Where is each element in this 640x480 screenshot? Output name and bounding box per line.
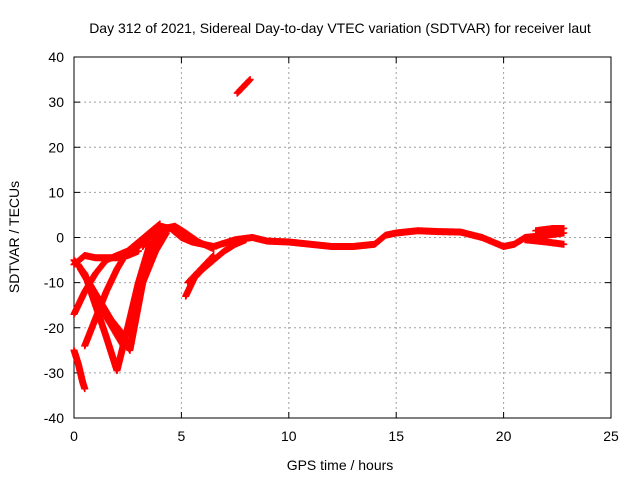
- data-point: [560, 224, 568, 232]
- data-point: [210, 252, 218, 260]
- x-tick-label: 5: [178, 428, 186, 444]
- data-point: [124, 337, 132, 345]
- series-rise-h: [184, 252, 218, 287]
- data-point: [156, 220, 164, 228]
- y-tick-label: -30: [44, 365, 64, 381]
- y-tick-label: -40: [44, 410, 64, 426]
- series-tail-spread-b: [532, 224, 568, 235]
- data-point: [123, 338, 131, 346]
- series-rise-f: [130, 224, 173, 314]
- series-dip-b: [70, 229, 164, 375]
- points-layer: [70, 76, 568, 393]
- x-tick-label: 25: [603, 428, 619, 444]
- ticks-layer: 0 5 10 15 20 25 -40 -30 -20 -10 0 10 20 30 40: [44, 49, 619, 444]
- series-rise-c: [81, 220, 164, 350]
- data-point: [245, 76, 253, 84]
- chart-title: Day 312 of 2021, Sidereal Day-to-day VTE…: [89, 20, 591, 36]
- data-point: [164, 225, 172, 233]
- y-tick-label: 0: [56, 230, 64, 246]
- y-tick-label: 10: [48, 184, 64, 200]
- data-point: [81, 385, 89, 393]
- data-point: [165, 224, 173, 232]
- data-point: [242, 236, 250, 244]
- data-point: [560, 240, 568, 248]
- y-tick-label: -20: [44, 320, 64, 336]
- data-point: [210, 245, 218, 253]
- x-tick-label: 20: [496, 428, 512, 444]
- y-tick-label: 30: [48, 94, 64, 110]
- series-high-segment: [233, 76, 254, 97]
- y-tick-label: -10: [44, 275, 64, 291]
- series-dip-e: [76, 265, 132, 350]
- x-tick-label: 0: [70, 428, 78, 444]
- x-axis-label: GPS time / hours: [287, 457, 394, 473]
- y-tick-label: 20: [48, 139, 64, 155]
- data-point: [209, 252, 217, 260]
- y-tick-label: 40: [48, 49, 64, 65]
- data-point: [246, 76, 254, 84]
- x-tick-label: 10: [281, 428, 297, 444]
- series-tail-spread-a: [521, 236, 568, 248]
- series-low-drop: [70, 346, 89, 393]
- y-axis-label: SDTVAR / TECUs: [6, 181, 22, 293]
- x-tick-label: 15: [388, 428, 404, 444]
